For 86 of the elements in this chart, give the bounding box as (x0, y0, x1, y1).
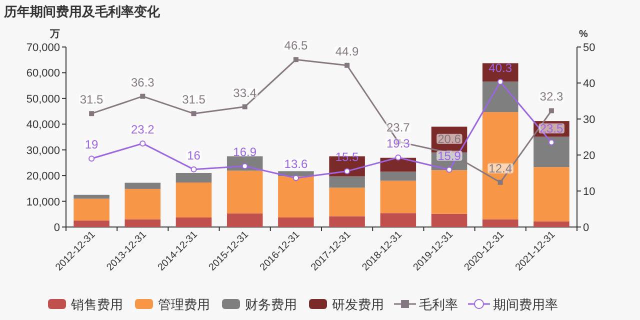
y2-tick-label: 0 (583, 222, 590, 234)
bar (534, 221, 570, 227)
legend-label: 销售费用 (70, 297, 123, 312)
legend-label: 财务费用 (245, 297, 297, 312)
y-tick-label: 10,000 (26, 196, 60, 208)
data-label: 31.5 (80, 92, 104, 107)
data-label: 46.5 (284, 38, 308, 53)
legend-label: 期间费用率 (493, 297, 558, 312)
y-tick-label: 0 (54, 222, 60, 234)
data-label: 32.3 (540, 90, 564, 104)
y2-tick-label: 10 (583, 186, 596, 198)
bar (431, 170, 468, 214)
bar (278, 176, 314, 218)
y2-tick-label: 40 (583, 78, 596, 90)
data-label: 20.6 (438, 132, 462, 146)
data-label: 23.7 (386, 120, 410, 135)
point (140, 94, 146, 99)
y-tick-label: 30,000 (26, 144, 60, 157)
point (548, 108, 554, 114)
point (242, 104, 248, 110)
bar (124, 188, 161, 220)
bar (482, 81, 518, 112)
point (242, 163, 248, 170)
y2-tick-label: 30 (583, 114, 596, 126)
data-label: 40.3 (488, 60, 512, 75)
bar (176, 173, 212, 183)
point (344, 62, 350, 68)
bar (380, 172, 416, 181)
data-label: 13.6 (284, 157, 308, 172)
bar (380, 213, 416, 227)
point (140, 140, 146, 146)
y-tick-label: 20,000 (26, 170, 60, 183)
legend-label: 毛利率 (419, 297, 458, 312)
y-tick-label: 60,000 (26, 68, 60, 80)
bar (176, 217, 212, 227)
point (498, 180, 503, 185)
point (190, 166, 197, 172)
bar (176, 182, 212, 218)
data-label: 16.9 (233, 145, 257, 160)
bar (226, 170, 263, 214)
point (293, 57, 298, 62)
point (548, 139, 554, 146)
legend-label: 管理费用 (158, 297, 210, 312)
bar (74, 198, 110, 221)
bar (482, 219, 518, 227)
point (446, 166, 452, 173)
data-label: 31.5 (182, 92, 206, 107)
point (292, 175, 299, 182)
y2-tick-label: 20 (583, 150, 596, 162)
bar (74, 220, 110, 227)
bar (534, 167, 570, 222)
y-tick-label: 40,000 (26, 119, 60, 132)
bar (431, 214, 468, 227)
bar (124, 219, 161, 227)
data-label: 16 (187, 148, 201, 162)
bar (124, 182, 161, 189)
bar (74, 194, 110, 199)
chart-title: 历年期间费用及毛利率变化 (3, 4, 161, 19)
bar (329, 216, 365, 227)
bar (329, 176, 365, 188)
data-label: 12.4 (488, 161, 512, 176)
data-label: 15.9 (438, 148, 462, 163)
point (497, 78, 504, 85)
point (191, 111, 196, 116)
point (344, 168, 350, 174)
legend-label: 研发费用 (332, 297, 384, 312)
y2-axis-title: % (579, 29, 588, 40)
y-tick-label: 50,000 (26, 93, 60, 106)
point (88, 156, 95, 162)
bar (380, 180, 416, 214)
point (89, 111, 94, 116)
bar (226, 213, 263, 227)
data-label: 19.3 (386, 136, 410, 151)
point (395, 154, 402, 161)
y-tick-label: 70,000 (26, 42, 60, 54)
bar (329, 188, 365, 216)
data-label: 44.9 (335, 44, 360, 58)
bar (278, 217, 314, 227)
y2-tick-label: 50 (583, 42, 596, 54)
bar (482, 112, 518, 220)
data-label: 33.4 (233, 86, 257, 100)
y-axis-title: 万 (49, 29, 60, 40)
data-label: 23.5 (540, 121, 564, 136)
data-label: 36.3 (130, 75, 155, 90)
data-label: 23.2 (130, 122, 155, 136)
data-label: 19 (84, 138, 99, 152)
